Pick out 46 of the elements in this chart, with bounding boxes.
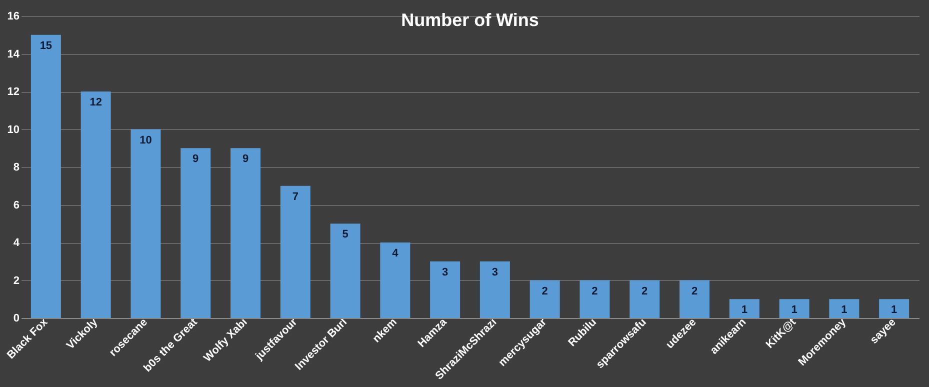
data-label: 1 [890,304,898,316]
y-tick-label: 6 [13,199,20,212]
data-label: 3 [492,266,498,278]
bar [729,299,760,318]
bar [280,186,310,318]
bar [380,242,410,318]
data-label: 15 [40,40,52,52]
data-label: 10 [140,134,152,146]
data-label: 1 [791,304,798,316]
y-tick-label: 14 [7,48,20,60]
y-tick-label: 12 [7,86,20,98]
bar [879,299,910,318]
data-label: 9 [242,153,249,166]
y-tick-label: 10 [7,124,20,136]
data-label: 2 [642,285,648,298]
data-label: 5 [342,228,348,241]
bar [130,129,161,318]
y-tick-label: 16 [7,10,20,22]
data-label: 3 [442,266,448,278]
bar [630,280,660,318]
bar [180,148,211,318]
bar [480,261,510,318]
y-tick-label: 0 [13,312,20,324]
bar [230,148,260,318]
y-tick-label: 2 [13,274,20,287]
bar [779,299,810,318]
bar [530,280,560,318]
y-tick-label: 4 [13,237,20,249]
data-label: 2 [691,285,698,298]
data-label: 12 [90,96,102,108]
chart-title: Number of Wins [401,10,539,30]
data-label: 2 [592,285,598,298]
bar [80,92,111,318]
data-label: 1 [741,304,748,316]
data-label: 1 [841,304,848,316]
bar [330,224,360,318]
data-label: 9 [192,153,199,166]
y-tick-label: 8 [13,162,20,174]
data-label: 7 [292,190,298,203]
bar [430,261,460,318]
data-label: 4 [392,248,400,260]
bar [580,280,610,318]
bar [680,280,710,318]
bar [829,299,860,318]
data-label: 2 [542,285,548,298]
bar [30,34,61,318]
